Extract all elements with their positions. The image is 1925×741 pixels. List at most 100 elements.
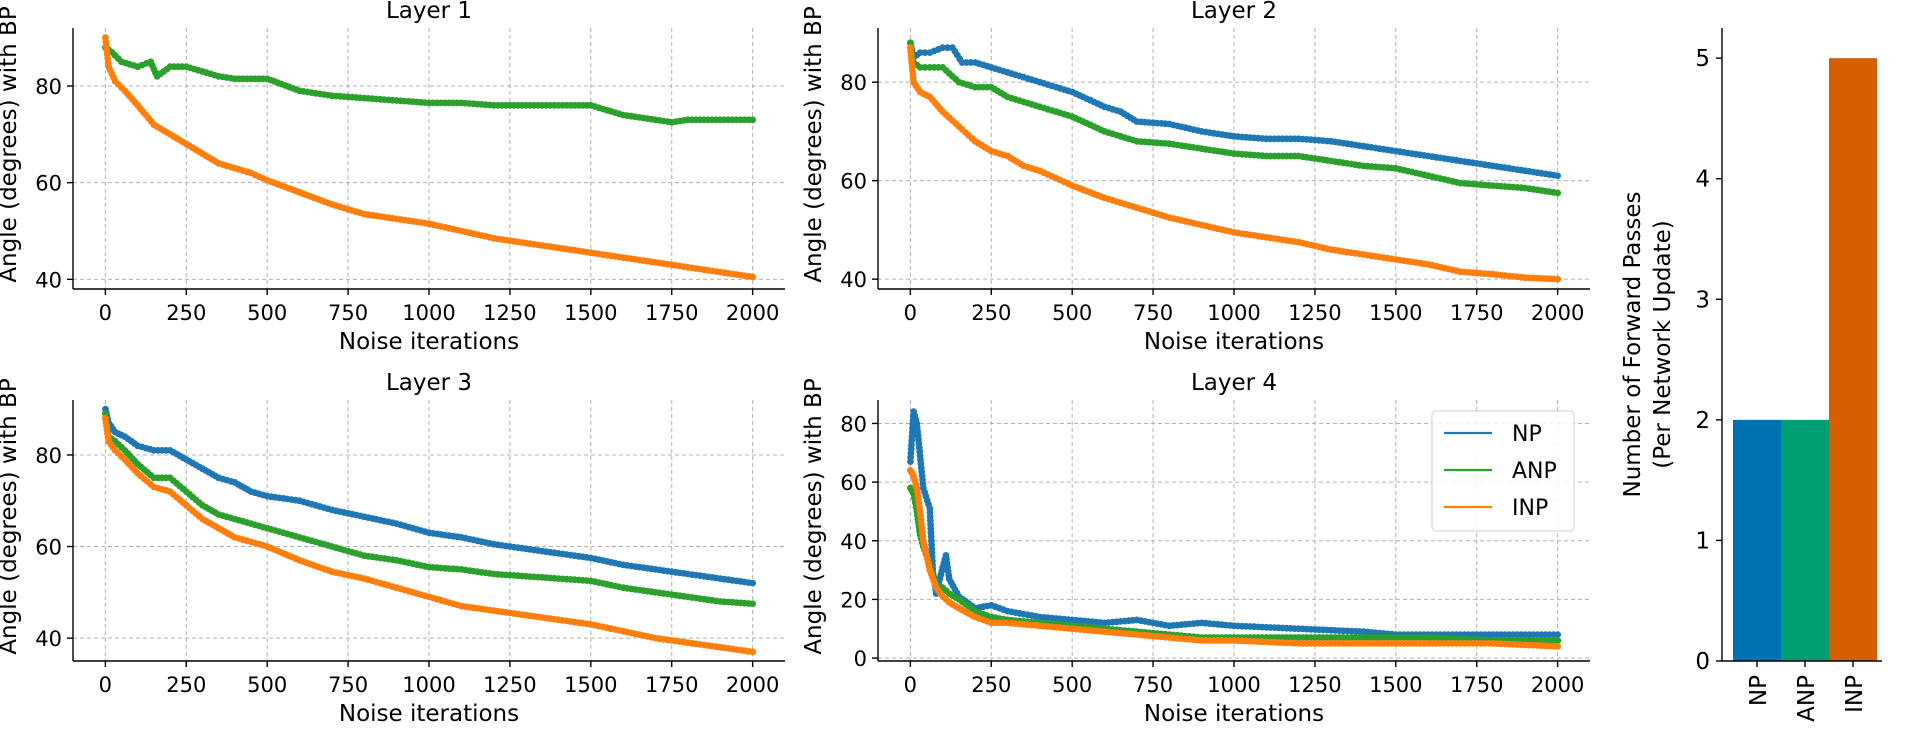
x-tick-label: NP [1746, 675, 1772, 706]
y-tick-label: 60 [840, 471, 867, 495]
y-tick-label: 5 [1695, 46, 1710, 72]
y-tick-label: 80 [840, 71, 867, 95]
x-tick-label: 1000 [1207, 301, 1260, 325]
data-point-anp [921, 64, 929, 71]
data-point-np [749, 579, 757, 587]
y-tick-label: 3 [1695, 287, 1710, 313]
x-tick-label: 2000 [1531, 673, 1584, 697]
bar-anp [1781, 419, 1829, 661]
x-tick-label: 2000 [1531, 301, 1584, 325]
y-axis-label-line: (Per Network Update) [1650, 220, 1676, 469]
panel-layer-3: 0 250 500 750 1000 1250 1500 1750 2000 40 60 80 Laye… [0, 370, 785, 727]
x-tick-label: 1750 [645, 301, 698, 325]
y-tick-label: 0 [1695, 649, 1710, 675]
data-point-inp [1554, 275, 1562, 283]
x-tick-label: 1000 [1207, 673, 1260, 697]
data-point-np [1554, 631, 1562, 639]
y-tick-label: 80 [840, 412, 867, 436]
y-tick-label: 60 [840, 170, 867, 194]
x-tick-label: 750 [328, 673, 368, 697]
y-tick-label: 80 [35, 444, 62, 468]
y-tick-label: 2 [1695, 408, 1710, 434]
data-point-anp [749, 116, 757, 124]
y-tick-label: 0 [854, 647, 867, 671]
y-tick-label: 60 [35, 172, 62, 196]
y-tick-label: 1 [1695, 528, 1710, 554]
x-axis-label: Noise iterations [1144, 329, 1324, 355]
x-tick-label: 250 [166, 301, 206, 325]
x-tick-label: 750 [1133, 673, 1173, 697]
bar-np [1733, 419, 1781, 661]
x-tick-label: 0 [99, 673, 112, 697]
panel-title: Layer 1 [386, 0, 472, 24]
y-tick-label: 40 [35, 268, 62, 292]
bar-inp [1829, 58, 1877, 661]
x-tick-label: 1250 [1288, 673, 1341, 697]
x-tick-label: 1250 [1288, 301, 1341, 325]
y-tick-label: 80 [35, 75, 62, 99]
legend-label-np: NP [1512, 422, 1542, 447]
panel-layer-2: 0 250 500 750 1000 1250 1500 1750 2000 40 60 80 Laye… [801, 0, 1590, 355]
panel-title: Layer 4 [1191, 370, 1277, 396]
y-axis-label-line: Number of Forward Passes [1620, 191, 1646, 497]
data-point-np [916, 49, 924, 56]
y-tick-label: 20 [840, 588, 867, 612]
data-point-np [1554, 172, 1562, 180]
x-tick-label: 500 [247, 301, 287, 325]
data-point-inp [1554, 642, 1562, 650]
x-tick-label: 1250 [483, 673, 536, 697]
legend-label-inp: INP [1512, 496, 1548, 521]
x-tick-label: 750 [328, 301, 368, 325]
data-point-np [921, 49, 929, 56]
x-tick-label: 2000 [726, 301, 779, 325]
x-tick-label: 1500 [1369, 673, 1422, 697]
x-axis-label: Noise iterations [339, 701, 519, 727]
x-tick-label: 0 [904, 673, 917, 697]
data-point-np [939, 44, 947, 52]
data-point-inp [749, 648, 757, 656]
x-tick-label: 750 [1133, 301, 1173, 325]
y-tick-label: 40 [840, 268, 867, 292]
x-tick-label: 1000 [402, 301, 455, 325]
x-tick-label: 250 [971, 301, 1011, 325]
x-tick-label: 0 [904, 301, 917, 325]
panel-title: Layer 3 [386, 370, 472, 396]
x-tick-label: 1750 [645, 673, 698, 697]
data-point-anp [749, 600, 757, 608]
x-tick-label: 500 [247, 673, 287, 697]
legend: NP ANP INP [1431, 410, 1575, 532]
x-tick-label: INP [1842, 675, 1868, 713]
x-tick-label: 2000 [726, 673, 779, 697]
panel-layer-4: 0 250 500 750 1000 1250 1500 1750 2000 0 20 40 60 80 L… [801, 370, 1590, 727]
x-tick-label: 500 [1052, 301, 1092, 325]
panel-forward-passes: NP ANP INP 0 1 2 3 4 5 Number of Forward Passes (P… [1620, 28, 1882, 722]
x-tick-label: 1000 [402, 673, 455, 697]
y-axis-label: Angle (degrees) with BP [0, 378, 22, 654]
x-tick-label: 1500 [564, 301, 617, 325]
y-tick-label: 40 [35, 627, 62, 651]
x-tick-label: ANP [1794, 675, 1820, 722]
legend-frame [1431, 410, 1575, 532]
data-point-anp [916, 64, 924, 71]
x-tick-label: 1250 [483, 301, 536, 325]
x-tick-label: 250 [166, 673, 206, 697]
y-axis-label: Number of Forward Passes (Per Network Upd… [1620, 191, 1676, 497]
x-axis-label: Noise iterations [1144, 701, 1324, 727]
x-tick-label: 250 [971, 673, 1011, 697]
y-tick-label: 40 [840, 530, 867, 554]
panel-title: Layer 2 [1191, 0, 1277, 24]
y-tick-label: 4 [1695, 167, 1710, 193]
legend-label-anp: ANP [1512, 459, 1557, 484]
x-tick-label: 1750 [1450, 301, 1503, 325]
y-axis-label: Angle (degrees) with BP [801, 378, 827, 654]
data-point-anp [1554, 189, 1562, 197]
y-axis-label: Angle (degrees) with BP [801, 6, 827, 282]
x-tick-label: 1500 [564, 673, 617, 697]
x-tick-label: 1500 [1369, 301, 1422, 325]
y-tick-label: 60 [35, 536, 62, 560]
x-tick-label: 500 [1052, 673, 1092, 697]
y-axis-label: Angle (degrees) with BP [0, 6, 22, 282]
x-axis-label: Noise iterations [339, 329, 519, 355]
panel-layer-1: 0 250 500 750 1000 1250 1500 1750 2000 40 60 80 Laye… [0, 0, 785, 355]
